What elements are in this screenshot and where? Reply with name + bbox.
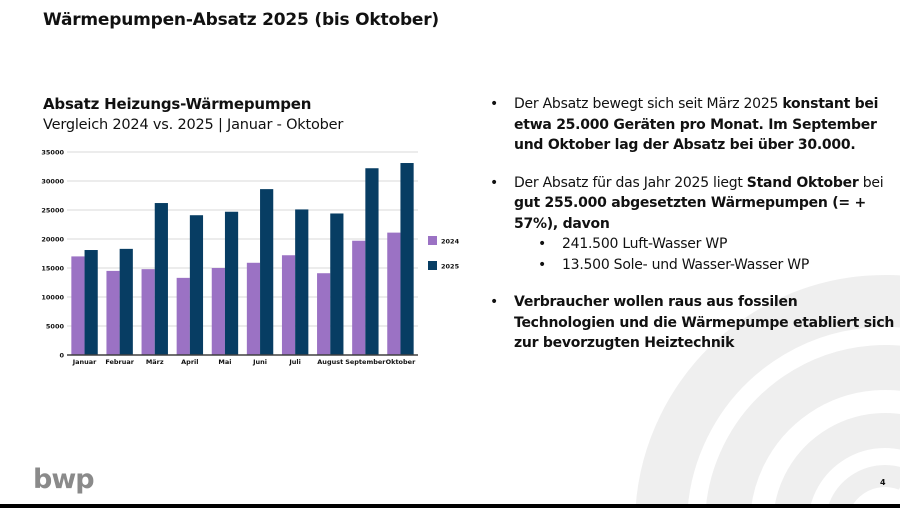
slide-title: Wärmepumpen-Absatz 2025 (bis Oktober) [43,10,439,30]
bar-2025-März [154,203,168,355]
x-tick-label: Oktober [386,358,416,366]
y-tick-label: 35000 [41,149,64,157]
sub-bullet-text: 13.500 Sole- und Wasser-Wasser WP [562,256,810,273]
chart-subtitle: Vergleich 2024 vs. 2025 | Januar - Oktob… [43,117,344,133]
x-tick-label: Januar [72,358,97,366]
bottom-border [0,504,900,508]
bar-2025-September [365,168,379,355]
page-number: 4 [880,478,886,487]
bar-2025-Februar [119,248,133,355]
x-tick-label: Mai [218,358,231,366]
bar-2024-März [141,269,155,355]
bullet-text-part: Der Absatz für das Jahr 2025 liegt [514,174,747,191]
bar-2024-Januar [71,256,85,355]
bullet-text-part: Verbraucher wollen raus aus fossilen Tec… [514,294,895,351]
bar-2024-August [317,273,331,355]
y-tick-label: 0 [59,352,64,360]
y-tick-label: 10000 [41,294,64,302]
bullet-text-part: Der Absatz bewegt sich seit März 2025 [514,96,783,112]
y-tick-label: 20000 [41,236,64,244]
bar-2025-August [330,213,344,355]
bar-2024-Oktober [387,232,401,355]
bullet-text-part: gut 255.000 abgesetzten Wärmepumpen (= +… [514,195,866,232]
bullet-item: • Der Absatz für das Jahr 2025 liegt Stan… [490,173,895,276]
bar-2024-Juni [246,262,261,355]
legend-label-2024: 2024 [441,238,460,246]
x-tick-label: August [317,358,343,366]
bar-2024-September [352,240,366,355]
decorative-arc [635,275,900,508]
legend-swatch-2024 [428,236,437,245]
bar-2025-April [189,215,204,355]
bullet-dot-icon: • [490,174,499,191]
legend-label-2025: 2025 [441,263,460,271]
bar-2024-April [176,277,190,355]
chart-title: Absatz Heizungs-Wärmepumpen [43,95,312,113]
y-tick-label: 15000 [41,265,64,273]
y-tick-label: 5000 [46,323,65,331]
logo-text: bwp [33,466,94,495]
bar-2025-Juni [260,189,274,355]
bullet-text-part: Stand Oktober [746,174,859,191]
bullet-text: Verbraucher wollen raus aus fossilen Tec… [514,292,895,354]
y-tick-label: 25000 [41,207,64,215]
bar-2024-Mai [211,268,225,355]
x-tick-label: Februar [105,358,134,366]
bwp-logo: bwp [33,464,109,500]
x-tick-label: Juli [288,358,301,366]
bar-2025-Oktober [400,163,414,355]
bar-2025-Januar [84,250,98,355]
x-tick-label: April [181,358,198,366]
y-tick-label: 30000 [41,178,64,186]
sub-bullet-text: 241.500 Luft-Wasser WP [562,236,728,252]
decorative-arc [774,413,900,508]
sub-bullet-item: • 13.500 Sole- und Wasser-Wasser WP [514,255,895,276]
bullet-dot-icon: • [490,96,499,112]
decorative-arc [705,345,900,508]
bullet-text-part: konstant bei etwa 25.000 Geräten pro Mon… [514,96,879,153]
bar-2025-Mai [224,211,239,355]
bullet-dot-icon: • [538,236,547,252]
bar-2024-Juli [281,255,296,355]
x-tick-label: September [345,358,386,366]
bullet-dot-icon: • [490,294,499,310]
bullet-item: • Der Absatz bewegt sich seit März 2025 k… [490,94,895,156]
bullet-text: Der Absatz für das Jahr 2025 liegt Stand… [514,173,895,235]
legend-swatch-2025 [428,261,437,270]
bullet-list: • Der Absatz bewegt sich seit März 2025 k… [490,94,895,371]
bullet-item: • Verbraucher wollen raus aus fossilen Te… [490,292,895,354]
sub-bullet-item: • 241.500 Luft-Wasser WP [514,234,895,255]
bar-2024-Februar [106,270,120,355]
bullet-text-part: bei [858,174,884,191]
bullet-dot-icon: • [538,256,547,273]
x-tick-label: Juni [252,358,267,366]
decorative-arc [827,465,900,508]
x-tick-label: März [146,358,164,366]
bar-2025-Juli [295,209,309,355]
bullet-text: Der Absatz bewegt sich seit März 2025 ko… [514,94,895,156]
